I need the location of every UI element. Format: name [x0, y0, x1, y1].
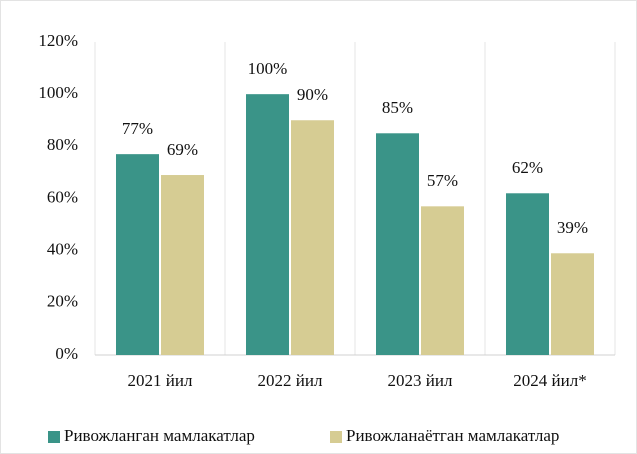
- y-tick-label: 80%: [47, 135, 78, 154]
- y-tick-label: 20%: [47, 292, 78, 311]
- value-label: 85%: [382, 98, 413, 117]
- legend-swatch: [48, 431, 60, 443]
- y-tick-label: 0%: [55, 344, 78, 363]
- legend-swatch: [330, 431, 342, 443]
- bar: [291, 120, 334, 355]
- x-tick-label: 2022 йил: [258, 371, 323, 390]
- bar: [246, 94, 289, 356]
- bar: [116, 154, 159, 355]
- y-tick-label: 120%: [38, 31, 78, 50]
- value-label: 77%: [122, 119, 153, 138]
- y-tick-label: 60%: [47, 187, 78, 206]
- bar: [421, 206, 464, 355]
- bar: [506, 193, 549, 355]
- value-label: 100%: [248, 59, 288, 78]
- bar: [551, 253, 594, 355]
- bar: [376, 133, 419, 355]
- legend-label: Ривожланган мамлакатлар: [64, 426, 255, 445]
- value-label: 57%: [427, 171, 458, 190]
- value-label: 90%: [297, 85, 328, 104]
- x-tick-label: 2021 йил: [128, 371, 193, 390]
- y-tick-label: 40%: [47, 240, 78, 259]
- y-tick-label: 100%: [38, 83, 78, 102]
- value-label: 39%: [557, 218, 588, 237]
- bar: [161, 175, 204, 355]
- x-tick-label: 2023 йил: [388, 371, 453, 390]
- value-label: 69%: [167, 140, 198, 159]
- legend-label: Ривожланаётган мамлакатлар: [346, 426, 559, 445]
- value-label: 62%: [512, 158, 543, 177]
- x-tick-label: 2024 йил*: [513, 371, 586, 390]
